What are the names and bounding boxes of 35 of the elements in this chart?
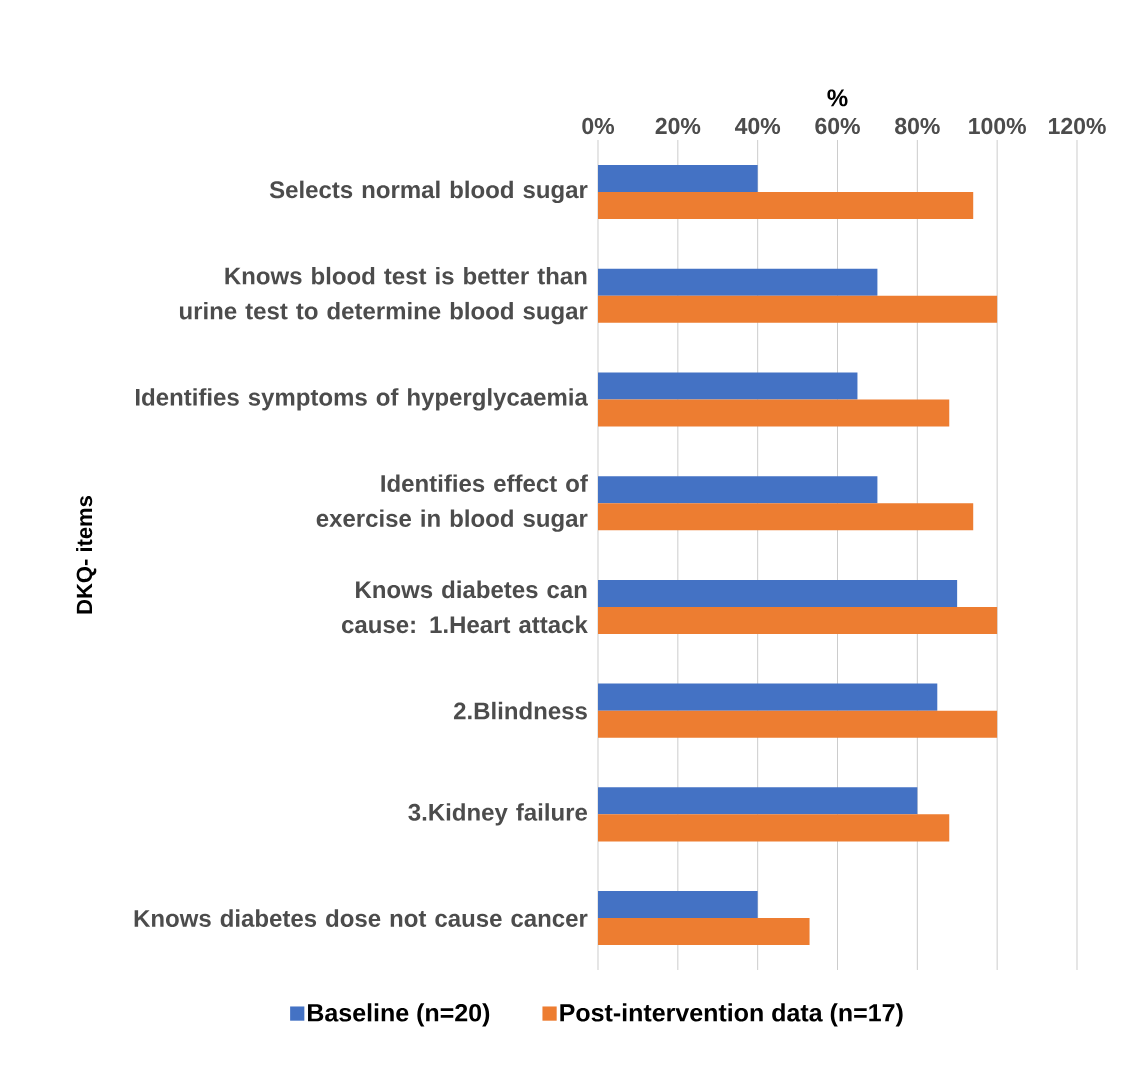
bar	[598, 606, 998, 634]
bar	[598, 814, 950, 842]
bar	[598, 191, 974, 219]
y-tick-label: Identifies effect of exercise in blood sugar	[316, 474, 588, 532]
x-tick-label: 120%	[1049, 117, 1106, 135]
bar	[598, 476, 878, 504]
bar	[598, 891, 758, 919]
y-axis-title: DKQ- items	[76, 496, 97, 614]
x-tick-label: 100%	[969, 117, 1026, 135]
bar	[598, 710, 998, 738]
legend-label: Post-intervention data (n=17)	[560, 1003, 903, 1027]
x-tick-label: 0%	[582, 117, 615, 135]
x-tick-label: 20%	[655, 117, 701, 135]
bar	[598, 683, 938, 711]
x-axis-title: %	[827, 89, 848, 107]
bar	[598, 295, 998, 323]
legend-label: Baseline (n=20)	[308, 1003, 490, 1027]
x-tick-label: 40%	[734, 117, 781, 135]
y-tick-label: Knows diabetes dose not cause cancer	[134, 909, 588, 927]
y-tick-label: 2.Blindness	[453, 701, 587, 720]
y-tick-label: 3.Kidney failure	[408, 803, 588, 826]
bar	[598, 268, 878, 296]
bar	[598, 372, 858, 400]
y-tick-label: Knows blood test is better than urine test to determine blood sugar	[179, 266, 588, 325]
y-tick-label: Knows diabetes can cause: 1.Heart attack	[342, 580, 588, 634]
y-tick-label: Identifies symptoms of hyperglycaemia	[136, 388, 588, 411]
x-tick-label: 80%	[895, 117, 940, 135]
x-tick-label: 60%	[815, 117, 860, 135]
bar	[598, 787, 918, 815]
y-tick-label: Selects normal blood sugar	[269, 180, 588, 204]
bar	[598, 399, 950, 427]
bar	[598, 503, 974, 531]
bar	[598, 579, 958, 607]
bar	[598, 918, 810, 946]
bar	[598, 164, 758, 192]
